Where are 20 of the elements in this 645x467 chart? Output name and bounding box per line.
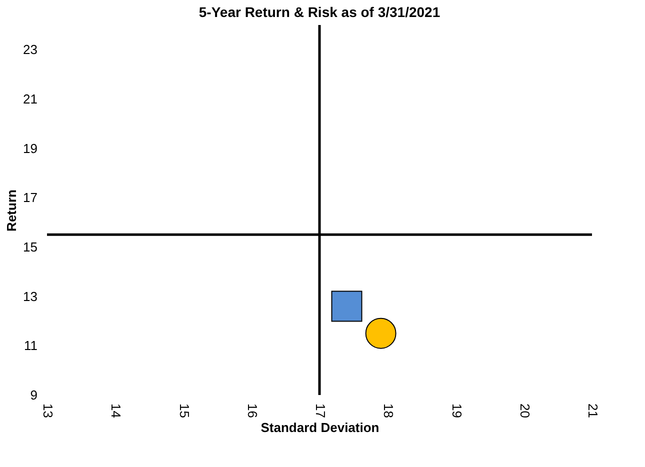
y-tick-label: 17	[23, 190, 38, 206]
x-tick-label: 14	[108, 404, 124, 418]
y-tick-label: 11	[24, 338, 38, 354]
x-tick-label: 17	[313, 404, 328, 418]
y-tick-label: 23	[23, 42, 38, 58]
chart-title: 5-Year Return & Risk as of 3/31/2021	[198, 4, 440, 20]
x-tick-label: 16	[244, 404, 260, 418]
x-tick-label: 20	[517, 404, 532, 418]
y-tick-label: 21	[23, 92, 38, 106]
x-axis-title: Standard Deviation	[260, 420, 380, 435]
y-tick-label: 19	[23, 140, 38, 156]
x-tick-label: 13	[40, 404, 56, 418]
y-axis-title: Return	[4, 190, 20, 232]
y-tick-label: 15	[23, 240, 38, 254]
y-tick-label: 9	[30, 388, 38, 402]
x-tick-label: 18	[381, 404, 396, 418]
x-tick-label: 21	[586, 404, 600, 418]
x-tick-label: 19	[449, 404, 464, 418]
y-tick-label: 13	[23, 288, 38, 304]
x-tick-label: 15	[176, 404, 192, 418]
